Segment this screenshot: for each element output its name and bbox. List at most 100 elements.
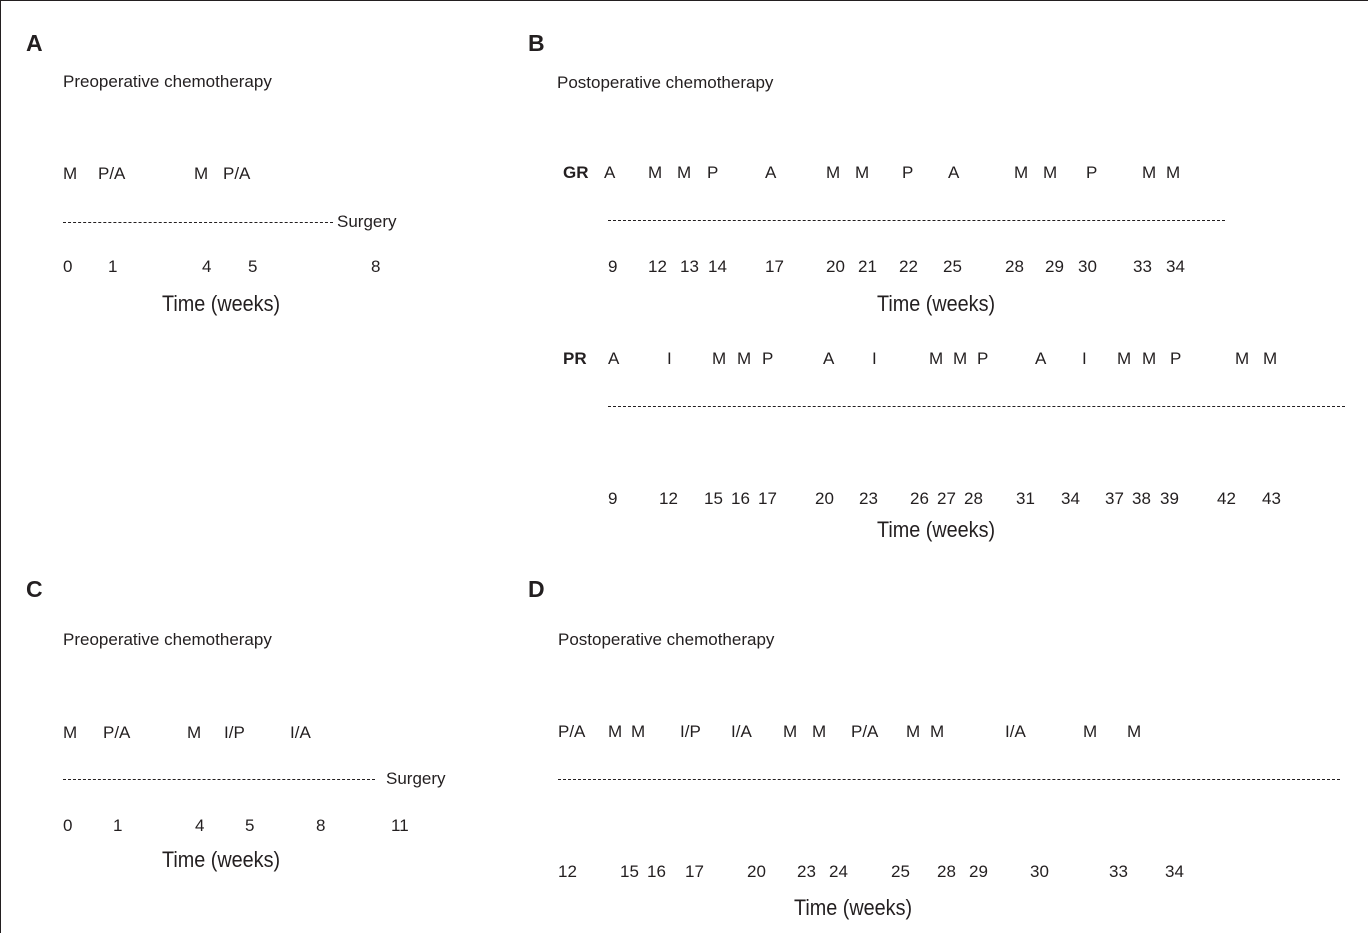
panel-d-drug: M [812, 723, 826, 740]
panel-a-drug: P/A [98, 165, 125, 182]
panel-b-gr-week: 22 [899, 258, 918, 275]
panel-b-pr-week: 15 [704, 490, 723, 507]
panel-d-week: 24 [829, 863, 848, 880]
panel-a-drug: M [194, 165, 208, 182]
panel-d-week: 28 [937, 863, 956, 880]
panel-b-gr-drug: A [765, 164, 776, 181]
panel-b-pr-week: 31 [1016, 490, 1035, 507]
panel-d-drug: M [631, 723, 645, 740]
panel-b-gr-week: 14 [708, 258, 727, 275]
panel-b-gr-drug: M [1166, 164, 1180, 181]
panel-d-week: 16 [647, 863, 666, 880]
panel-b-letter: B [528, 32, 545, 55]
panel-b-pr-drug: P [762, 350, 773, 367]
panel-d-week: 30 [1030, 863, 1049, 880]
panel-b-gr-drug: M [648, 164, 662, 181]
panel-a-drug: P/A [223, 165, 250, 182]
panel-b-pr-week: 39 [1160, 490, 1179, 507]
panel-a-letter: A [26, 32, 43, 55]
panel-c-drug: I/A [290, 724, 311, 741]
panel-b-pr-drug: A [608, 350, 619, 367]
panel-d-week: 23 [797, 863, 816, 880]
panel-d-week: 33 [1109, 863, 1128, 880]
panel-b-gr-week: 33 [1133, 258, 1152, 275]
panel-b-pr-timeline [608, 406, 1345, 407]
panel-a-heading: Preoperative chemotherapy [63, 73, 272, 90]
panel-b-gr-week: 25 [943, 258, 962, 275]
panel-b-gr-week: 13 [680, 258, 699, 275]
panel-b-pr-drug: P [1170, 350, 1181, 367]
panel-c-week: 8 [316, 817, 325, 834]
panel-a-surgery-label: Surgery [337, 213, 397, 230]
panel-b-pr-week: 26 [910, 490, 929, 507]
panel-c-heading: Preoperative chemotherapy [63, 631, 272, 648]
panel-b-gr-drug: M [1142, 164, 1156, 181]
panel-b-gr-week: 28 [1005, 258, 1024, 275]
panel-c-letter: C [26, 578, 43, 601]
panel-d-axis-label: Time (weeks) [794, 897, 912, 919]
panel-c-axis-label: Time (weeks) [162, 849, 280, 871]
panel-d-drug: P/A [558, 723, 585, 740]
panel-b-pr-drug: A [823, 350, 834, 367]
panel-c-drug: I/P [224, 724, 245, 741]
panel-c-drug: M [63, 724, 77, 741]
panel-b-gr-label: GR [563, 164, 589, 181]
panel-b-gr-drug: A [948, 164, 959, 181]
panel-b-pr-week: 38 [1132, 490, 1151, 507]
panel-d-drug: M [1083, 723, 1097, 740]
panel-d-letter: D [528, 578, 545, 601]
panel-b-gr-drug: P [902, 164, 913, 181]
panel-b-gr-week: 12 [648, 258, 667, 275]
panel-b-gr-drug: A [604, 164, 615, 181]
panel-d-week: 12 [558, 863, 577, 880]
panel-b-gr-week: 29 [1045, 258, 1064, 275]
panel-a-week: 5 [248, 258, 257, 275]
panel-b-gr-week: 30 [1078, 258, 1097, 275]
panel-b-pr-week: 9 [608, 490, 617, 507]
panel-a-week: 4 [202, 258, 211, 275]
panel-b-gr-week: 34 [1166, 258, 1185, 275]
panel-c-week: 5 [245, 817, 254, 834]
panel-d-timeline [558, 779, 1340, 780]
panel-c-week: 4 [195, 817, 204, 834]
panel-b-pr-drug: I [667, 350, 672, 367]
panel-b-pr-week: 17 [758, 490, 777, 507]
panel-c-week: 11 [391, 817, 409, 834]
panel-c-week: 1 [113, 817, 122, 834]
panel-b-pr-drug: P [977, 350, 988, 367]
panel-d-week: 15 [620, 863, 639, 880]
panel-a-week: 8 [371, 258, 380, 275]
panel-d-drug: I/P [680, 723, 701, 740]
panel-b-pr-week: 42 [1217, 490, 1236, 507]
panel-b-pr-week: 12 [659, 490, 678, 507]
panel-d-week: 20 [747, 863, 766, 880]
panel-b-pr-week: 34 [1061, 490, 1080, 507]
panel-b-gr-week: 21 [858, 258, 877, 275]
panel-c-drug: P/A [103, 724, 130, 741]
panel-d-drug: I/A [731, 723, 752, 740]
panel-d-week: 25 [891, 863, 910, 880]
panel-b-pr-drug: I [872, 350, 877, 367]
panel-d-drug: M [906, 723, 920, 740]
panel-b-pr-drug: M [953, 350, 967, 367]
panel-b-pr-drug: I [1082, 350, 1087, 367]
panel-b-heading: Postoperative chemotherapy [557, 74, 773, 91]
panel-b-pr-drug: M [1263, 350, 1277, 367]
panel-b-pr-week: 37 [1105, 490, 1124, 507]
panel-b-gr-drug: M [1043, 164, 1057, 181]
panel-c-timeline [63, 779, 375, 780]
panel-b-gr-drug: P [707, 164, 718, 181]
panel-b-pr-drug: M [929, 350, 943, 367]
panel-b-gr-drug: M [1014, 164, 1028, 181]
panel-d-drug: M [1127, 723, 1141, 740]
panel-b-pr-week: 28 [964, 490, 983, 507]
panel-b-pr-week: 23 [859, 490, 878, 507]
panel-a-timeline [63, 222, 333, 223]
panel-b-gr-drug: M [855, 164, 869, 181]
panel-a-week: 1 [108, 258, 117, 275]
panel-b-gr-drug: M [826, 164, 840, 181]
panel-d-drug: M [608, 723, 622, 740]
panel-c-drug: M [187, 724, 201, 741]
panel-d-drug: P/A [851, 723, 878, 740]
